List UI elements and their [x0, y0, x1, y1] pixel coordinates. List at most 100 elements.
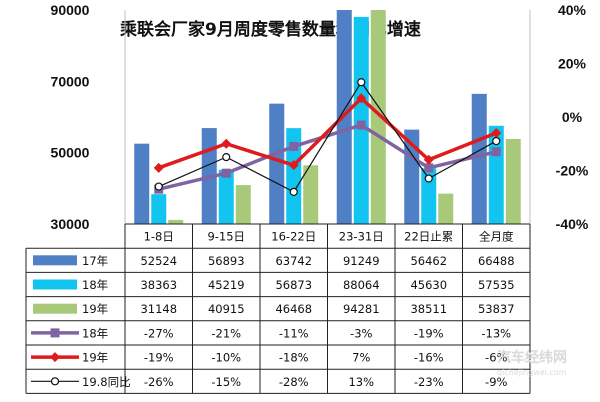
- bar-2-3: [286, 128, 302, 224]
- table-cell: 57535: [478, 278, 515, 292]
- table-cell: 13%: [348, 375, 374, 389]
- table-cell: 66488: [478, 254, 515, 268]
- point-1-5: [424, 163, 434, 173]
- table-cell: -3%: [350, 326, 372, 340]
- y2-tick-label: 20%: [558, 56, 587, 72]
- point-2-5: [423, 154, 434, 165]
- y-tick-label: 30000: [51, 216, 90, 232]
- legend-key-marker: [50, 352, 60, 363]
- legend-label: 19年: [82, 302, 108, 316]
- table-cell: -9%: [485, 375, 507, 389]
- bar-2-4: [353, 16, 369, 225]
- bar-3-5: [438, 193, 454, 224]
- point-2-4: [356, 93, 367, 104]
- bars-layer: [134, 10, 521, 225]
- point-3-5: [424, 174, 433, 183]
- y-tick-label: 70000: [51, 73, 90, 89]
- category-label: 全月度: [479, 230, 514, 244]
- table-cell: 46468: [275, 302, 312, 316]
- data-table: 1-8日 9-15日 16-22日 23-31日 22日止累 全月度 17年 52524 568…: [25, 223, 531, 394]
- table-cell: -13%: [481, 326, 511, 340]
- legend-key: [33, 279, 77, 290]
- table-cell: -19%: [144, 351, 174, 365]
- category-label: 16-22日: [271, 230, 316, 244]
- table-cell: 94281: [343, 302, 380, 316]
- legend-label: 19.8同比: [82, 375, 131, 389]
- lines-layer: [153, 78, 502, 196]
- point-2-1: [153, 162, 164, 173]
- line-series-1: [158, 123, 497, 191]
- table-cell: -11%: [279, 326, 309, 340]
- bar-3-3: [303, 165, 319, 224]
- bar-3-6: [505, 138, 521, 224]
- line-series-3: [158, 81, 497, 193]
- watermark: 汽车经纬网 qichejingwei.com: [497, 349, 567, 377]
- point-1-2: [221, 168, 231, 178]
- table-cell: 40915: [208, 302, 245, 316]
- point-1-3: [289, 141, 299, 151]
- y-tick-label: 90000: [51, 2, 90, 18]
- category-label: 23-31日: [339, 230, 384, 244]
- legend-key: [33, 255, 77, 266]
- table-cell: -19%: [414, 326, 444, 340]
- point-1-6: [491, 147, 501, 157]
- point-3-3: [289, 187, 298, 196]
- point-3-1: [154, 182, 163, 191]
- table-cell: 45219: [208, 278, 245, 292]
- watermark-logo: 汽车经纬网: [497, 349, 567, 366]
- table-cell: 56462: [410, 254, 447, 268]
- y-tick-label: 50000: [51, 145, 90, 161]
- legend-label: 18年: [82, 278, 108, 292]
- legend-key: [33, 303, 77, 314]
- table-cell: 63742: [275, 254, 312, 268]
- point-3-2: [222, 153, 231, 162]
- table-cell: -26%: [144, 375, 174, 389]
- bar-3-4: [370, 10, 386, 224]
- legend-key-marker: [50, 328, 60, 338]
- point-3-4: [357, 78, 366, 87]
- table-cell: 38511: [410, 302, 447, 316]
- table-cell: 45630: [410, 278, 447, 292]
- legend-label: 17年: [82, 254, 108, 268]
- bar-2-1: [151, 194, 167, 224]
- point-3-6: [492, 136, 501, 146]
- point-2-6: [491, 128, 502, 139]
- point-2-2: [221, 138, 232, 149]
- table-cell: -23%: [414, 375, 444, 389]
- table-cell: 88064: [343, 278, 380, 292]
- table-cell: -15%: [211, 375, 241, 389]
- table-cell: 31148: [140, 302, 177, 316]
- table-cell: 7%: [352, 351, 370, 365]
- table-cell: -10%: [211, 351, 241, 365]
- category-label: 9-15日: [207, 230, 245, 244]
- y2-tick-label: 0%: [562, 109, 583, 125]
- axes-layer: 30000 50000 70000 90000 -40% -20% 0% 20% 40%: [51, 2, 589, 232]
- bar-3-1: [168, 219, 184, 224]
- y2-tick-label: 40%: [558, 2, 587, 18]
- table-cell: 56893: [208, 254, 245, 268]
- y2-tick-label: -40%: [556, 216, 589, 232]
- table-cell: -28%: [279, 375, 309, 389]
- table-cell: 53837: [478, 302, 515, 316]
- bar-2-5: [421, 168, 437, 224]
- line-series-2: [158, 96, 497, 170]
- table-cell: -6%: [485, 351, 507, 365]
- point-1-4: [356, 120, 366, 130]
- bar-2-2: [218, 169, 234, 224]
- legend-key-marker: [50, 377, 60, 386]
- bar-3-2: [235, 185, 251, 224]
- bar-1-3: [269, 103, 285, 224]
- table-cell: -21%: [211, 326, 241, 340]
- bar-1-1: [134, 143, 150, 224]
- legend-label: 19年: [82, 351, 108, 365]
- table-cell: 38363: [140, 278, 177, 292]
- table-cell: 56873: [275, 278, 312, 292]
- category-label: 22日止累: [404, 230, 453, 244]
- bar-1-6: [471, 93, 487, 224]
- watermark-url: qichejingwei.com: [497, 368, 567, 377]
- table-cell: 91249: [343, 254, 380, 268]
- table-cell: -18%: [279, 351, 309, 365]
- legend-label: 18年: [82, 326, 108, 340]
- point-2-3: [288, 160, 299, 171]
